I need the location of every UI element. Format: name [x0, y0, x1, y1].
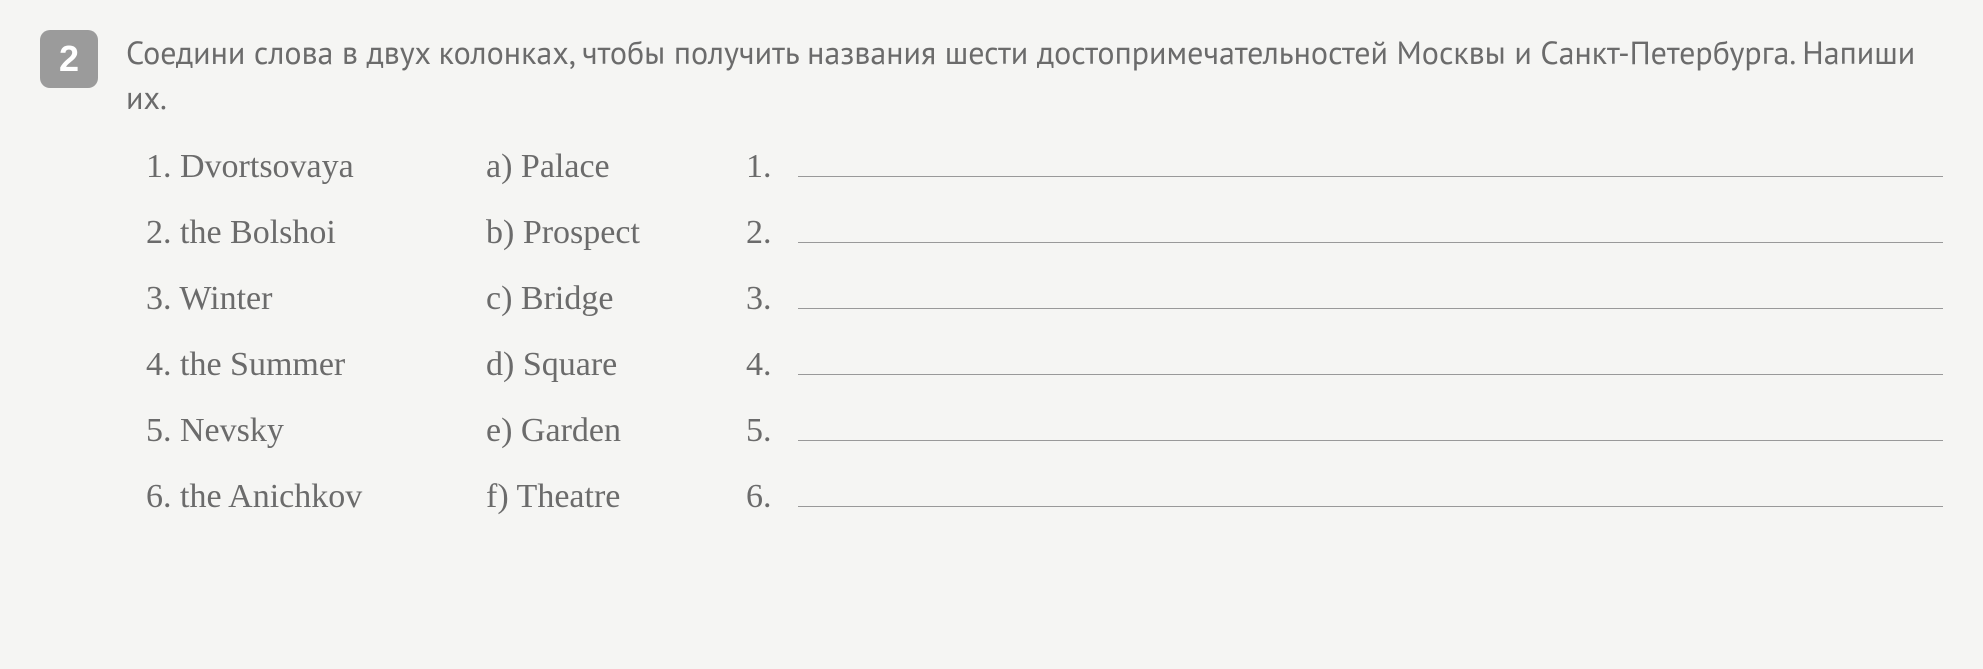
answer-number: 1. — [746, 148, 786, 186]
answer-row: 5. — [746, 412, 1943, 450]
answer-line[interactable] — [798, 479, 1943, 507]
matching-columns: 1. Dvortsovaya 2. the Bolshoi 3. Winter … — [146, 148, 686, 516]
exercise-instruction: Соедини слова в двух колонках, чтобы пол… — [126, 30, 1943, 120]
left-item: 3. Winter — [146, 280, 426, 318]
left-item: 5. Nevsky — [146, 412, 426, 450]
columns-container: 1. Dvortsovaya 2. the Bolshoi 3. Winter … — [126, 148, 1943, 516]
answer-number: 6. — [746, 478, 786, 516]
answer-row: 2. — [746, 214, 1943, 252]
exercise-block: 2 Соедини слова в двух колонках, чтобы п… — [40, 30, 1943, 516]
left-item: 6. the Anichkov — [146, 478, 426, 516]
answer-row: 3. — [746, 280, 1943, 318]
answer-row: 1. — [746, 148, 1943, 186]
left-column: 1. Dvortsovaya 2. the Bolshoi 3. Winter … — [146, 148, 426, 516]
answer-row: 6. — [746, 478, 1943, 516]
right-item: f) Theatre — [486, 478, 686, 516]
exercise-content: Соедини слова в двух колонках, чтобы пол… — [126, 30, 1943, 516]
answer-line[interactable] — [798, 149, 1943, 177]
right-item: e) Garden — [486, 412, 686, 450]
left-item: 1. Dvortsovaya — [146, 148, 426, 186]
right-item: d) Square — [486, 346, 686, 384]
left-item: 4. the Summer — [146, 346, 426, 384]
right-item: a) Palace — [486, 148, 686, 186]
exercise-number-badge: 2 — [40, 30, 98, 88]
answer-number: 3. — [746, 280, 786, 318]
answer-number: 4. — [746, 346, 786, 384]
answer-row: 4. — [746, 346, 1943, 384]
right-item: c) Bridge — [486, 280, 686, 318]
left-item: 2. the Bolshoi — [146, 214, 426, 252]
answer-line[interactable] — [798, 347, 1943, 375]
right-item: b) Prospect — [486, 214, 686, 252]
answer-number: 2. — [746, 214, 786, 252]
answer-line[interactable] — [798, 215, 1943, 243]
answer-number: 5. — [746, 412, 786, 450]
answer-line[interactable] — [798, 413, 1943, 441]
answer-line[interactable] — [798, 281, 1943, 309]
right-column: a) Palace b) Prospect c) Bridge d) Squar… — [486, 148, 686, 516]
answer-column: 1. 2. 3. 4. 5. — [746, 148, 1943, 516]
